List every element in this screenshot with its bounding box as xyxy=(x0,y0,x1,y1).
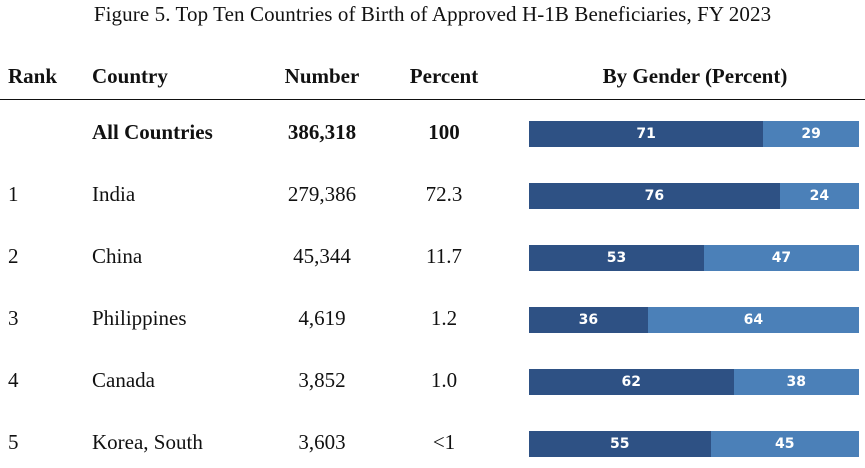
country-cell: Canada xyxy=(92,368,155,392)
table-row-total: All Countries 386,318 100 71 29 xyxy=(0,118,865,158)
gender-bar: 62 38 xyxy=(529,369,859,395)
header-rank: Rank xyxy=(8,64,58,88)
figure-title: Figure 5. Top Ten Countries of Birth of … xyxy=(93,2,772,26)
gender-segment-second: 29 xyxy=(763,121,859,147)
percent-cell: 100 xyxy=(428,120,460,144)
table-row: 3 Philippines 4,619 1.2 36 64 xyxy=(0,304,865,344)
country-cell: Philippines xyxy=(92,306,187,330)
country-cell: All Countries xyxy=(92,120,213,144)
percent-cell: 72.3 xyxy=(425,182,463,206)
number-cell: 279,386 xyxy=(287,182,357,206)
gender-segment-second: 47 xyxy=(703,245,859,271)
gender-segment-first: 71 xyxy=(529,121,764,147)
rank-cell: 1 xyxy=(8,182,19,206)
gender-segment-second: 64 xyxy=(647,307,859,333)
gender-bar: 76 24 xyxy=(529,183,859,209)
header-percent: Percent xyxy=(409,64,479,88)
number-cell: 3,603 xyxy=(298,430,346,454)
percent-cell: 1.2 xyxy=(430,306,458,330)
header-country: Country xyxy=(92,64,168,88)
header-number: Number xyxy=(284,64,360,88)
table-row: 5 Korea, South 3,603 <1 55 45 xyxy=(0,428,865,468)
number-cell: 3,852 xyxy=(298,368,346,392)
percent-cell: <1 xyxy=(432,430,456,454)
number-cell: 386,318 xyxy=(287,120,357,144)
header-gender: By Gender (Percent) xyxy=(602,64,788,88)
percent-cell: 11.7 xyxy=(426,244,462,268)
gender-bar: 71 29 xyxy=(529,121,859,147)
gender-segment-second: 45 xyxy=(710,431,859,457)
gender-bar: 36 64 xyxy=(529,307,859,333)
gender-segment-first: 55 xyxy=(529,431,711,457)
gender-segment-first: 76 xyxy=(529,183,780,209)
gender-segment-second: 38 xyxy=(733,369,859,395)
country-cell: China xyxy=(92,244,143,268)
gender-segment-first: 53 xyxy=(529,245,704,271)
gender-segment-first: 36 xyxy=(529,307,648,333)
header-rule xyxy=(0,99,865,100)
gender-bar: 55 45 xyxy=(529,431,859,457)
gender-bar: 53 47 xyxy=(529,245,859,271)
rank-cell: 2 xyxy=(8,244,19,268)
table-row: 1 India 279,386 72.3 76 24 xyxy=(0,180,865,220)
rank-cell: 3 xyxy=(8,306,19,330)
percent-cell: 1.0 xyxy=(430,368,458,392)
number-cell: 4,619 xyxy=(298,306,346,330)
table-row: 4 Canada 3,852 1.0 62 38 xyxy=(0,366,865,406)
rank-cell: 4 xyxy=(8,368,19,392)
number-cell: 45,344 xyxy=(293,244,351,268)
gender-segment-second: 24 xyxy=(779,183,859,209)
country-cell: India xyxy=(92,182,136,206)
gender-segment-first: 62 xyxy=(529,369,734,395)
country-cell: Korea, South xyxy=(92,430,203,454)
table-row: 2 China 45,344 11.7 53 47 xyxy=(0,242,865,282)
rank-cell: 5 xyxy=(8,430,19,454)
